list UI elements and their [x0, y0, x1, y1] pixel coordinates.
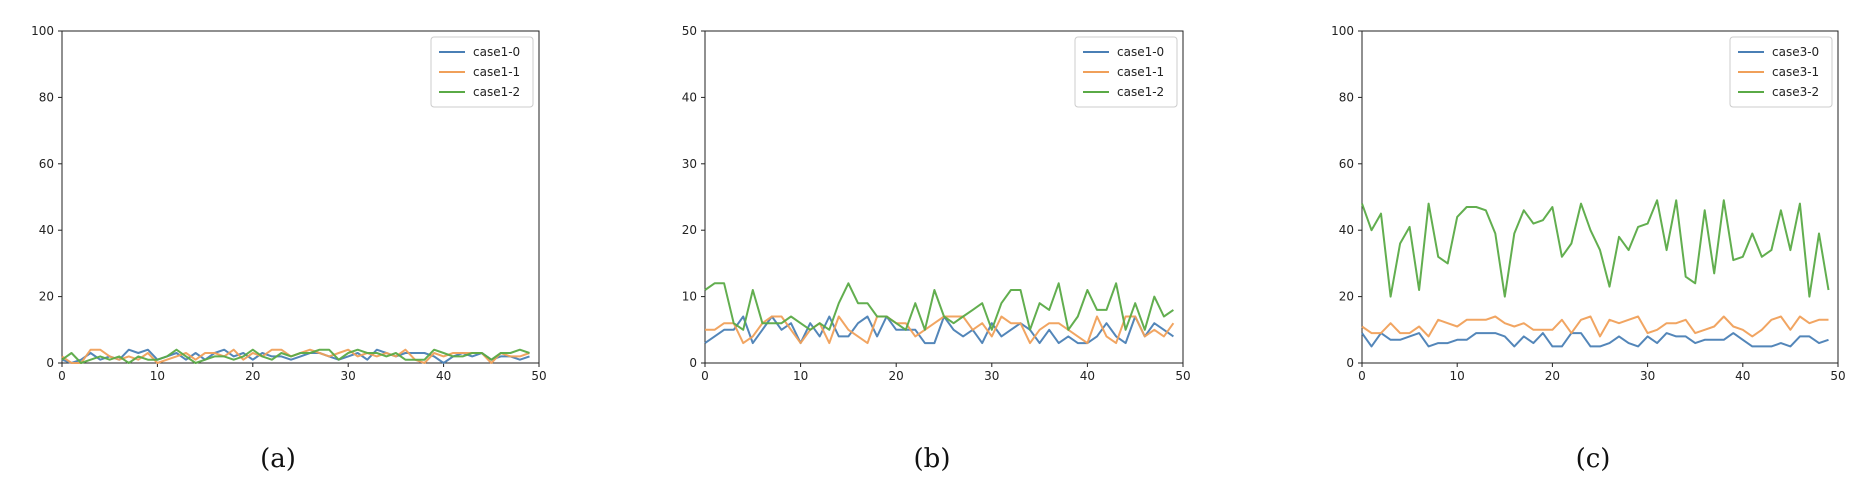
legend-box	[1074, 36, 1178, 108]
series-line-case3-1	[1361, 315, 1829, 338]
x-tick-label: 0	[701, 369, 709, 383]
y-tick-label: 100	[1331, 24, 1354, 38]
series-line-case1-2	[704, 282, 1174, 331]
legend-label: case1-0	[1117, 45, 1164, 59]
legend-label: case3-1	[1772, 65, 1819, 79]
y-tick-label: 40	[1339, 223, 1354, 237]
y-tick-label: 60	[1339, 157, 1354, 171]
legend-label: case1-2	[1117, 85, 1164, 99]
y-tick-label: 80	[1339, 90, 1354, 104]
chart-panel-b: 0 10 20 30 40 5001020304050case1-0case1-1case…	[682, 24, 1191, 474]
series-line-case3-0	[1361, 332, 1829, 348]
y-tick-label: 60	[39, 157, 54, 171]
x-tick-label: 50	[531, 369, 546, 383]
x-tick-label: 40	[436, 369, 451, 383]
x-tick-label: 0	[58, 369, 66, 383]
x-tick-label: 30	[341, 369, 356, 383]
legend-label: case1-1	[1117, 65, 1164, 79]
legend: case1-0 case1-1 case1-2	[430, 36, 534, 108]
panel-caption: (a)	[260, 444, 296, 474]
y-tick-label: 40	[39, 223, 54, 237]
x-tick-label: 10	[793, 369, 808, 383]
y-tick-label: 40	[682, 90, 697, 104]
y-tick-label: 20	[39, 290, 54, 304]
x-tick-label: 50	[1830, 369, 1845, 383]
chart-panel-a: 0 10 20 30 40 50020406080100case1-0case1-1cas…	[31, 24, 547, 474]
y-tick-label: 20	[1339, 290, 1354, 304]
x-tick-label: 30	[984, 369, 999, 383]
legend-label: case3-0	[1772, 45, 1819, 59]
chart-panel-c: 0 10 20 30 40 50020406080100case3-0case3-1cas…	[1331, 24, 1846, 474]
series-line-case1-2	[61, 348, 530, 364]
legend-box	[430, 36, 534, 108]
legend-label: case1-0	[473, 45, 520, 59]
legend-box	[1729, 36, 1833, 108]
series-line-case3-2	[1361, 199, 1830, 298]
x-tick-label: 40	[1080, 369, 1095, 383]
legend-label: case1-2	[473, 85, 520, 99]
x-tick-label: 10	[150, 369, 165, 383]
x-tick-label: 0	[1358, 369, 1366, 383]
y-tick-label: 0	[46, 356, 54, 370]
legend: case3-0 case3-1 case3-2	[1729, 36, 1833, 108]
x-tick-label: 30	[1640, 369, 1655, 383]
legend-label: case1-1	[473, 65, 520, 79]
panel-caption: (b)	[914, 444, 951, 474]
x-tick-label: 20	[889, 369, 904, 383]
x-tick-label: 40	[1735, 369, 1750, 383]
y-tick-label: 50	[682, 24, 697, 38]
panel-caption: (c)	[1576, 444, 1611, 474]
y-tick-label: 0	[1346, 356, 1354, 370]
x-tick-label: 20	[1545, 369, 1560, 383]
plot-frame	[704, 30, 1184, 364]
legend: case1-0 case1-1 case1-2	[1074, 36, 1178, 108]
y-tick-label: 0	[689, 356, 697, 370]
legend-label: case3-2	[1772, 85, 1819, 99]
series-line-case1-0	[704, 315, 1174, 345]
y-tick-label: 80	[39, 90, 54, 104]
y-tick-label: 100	[31, 24, 54, 38]
series-line-case1-0	[61, 348, 530, 364]
plot-frame	[61, 30, 540, 364]
y-tick-label: 10	[682, 290, 697, 304]
y-tick-label: 20	[682, 223, 697, 237]
x-tick-label: 20	[245, 369, 260, 383]
y-tick-label: 30	[682, 157, 697, 171]
x-tick-label: 50	[1175, 369, 1190, 383]
series-line-case1-1	[705, 315, 1175, 345]
x-tick-label: 10	[1450, 369, 1465, 383]
plot-frame	[1361, 30, 1839, 364]
